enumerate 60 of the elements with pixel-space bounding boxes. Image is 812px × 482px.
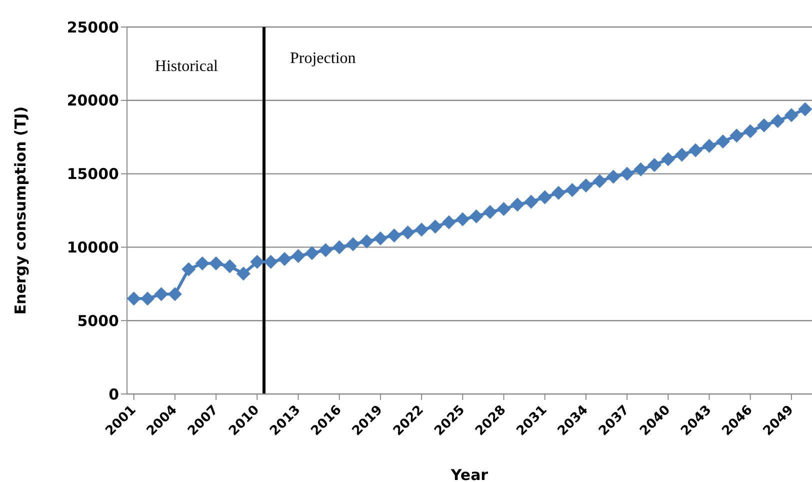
y-tick-label: 10000 [66,238,119,257]
point [154,287,168,302]
point [222,259,237,274]
y-axis-title: Energy consumption (TJ) [11,106,30,315]
point [469,209,484,224]
point [798,102,812,116]
point [634,162,648,176]
point [674,148,689,162]
point [346,237,360,252]
y-tick-label: 0 [108,385,119,404]
point [428,220,442,234]
point [716,134,730,149]
point [442,215,456,230]
point [182,262,196,276]
point [538,190,552,204]
point [168,287,182,302]
point [140,292,155,306]
point [278,252,292,266]
point [743,124,758,138]
annotation: Projection [290,50,356,67]
point [236,266,250,281]
point [565,182,580,197]
point [304,246,319,260]
y-tick-label: 5000 [77,312,119,330]
point [483,204,498,219]
point [496,202,511,216]
point [784,108,798,122]
y-tick-label: 25000 [66,18,119,36]
point [318,243,333,258]
y-tick-label: 20000 [66,92,119,110]
point [332,240,346,254]
point [360,234,374,248]
point [510,198,524,212]
point [647,158,662,172]
point [688,143,703,158]
point [250,254,264,269]
point [456,212,470,226]
point [606,170,620,184]
point [702,138,716,153]
x-axis-title: Year [450,466,489,482]
y-tick-label: 15000 [66,165,119,184]
point [400,226,415,240]
point [730,128,744,143]
annotation: Historical [154,58,219,75]
point [524,194,538,209]
point [127,292,141,306]
point [264,254,278,269]
point [414,222,429,237]
point [661,152,676,166]
point [578,178,593,193]
point [387,228,402,242]
point [552,186,566,200]
point [195,256,210,270]
point [209,256,224,270]
point [291,249,306,264]
point [373,231,388,246]
point [592,174,607,188]
point [620,166,634,181]
point [757,118,772,132]
point [770,114,785,128]
